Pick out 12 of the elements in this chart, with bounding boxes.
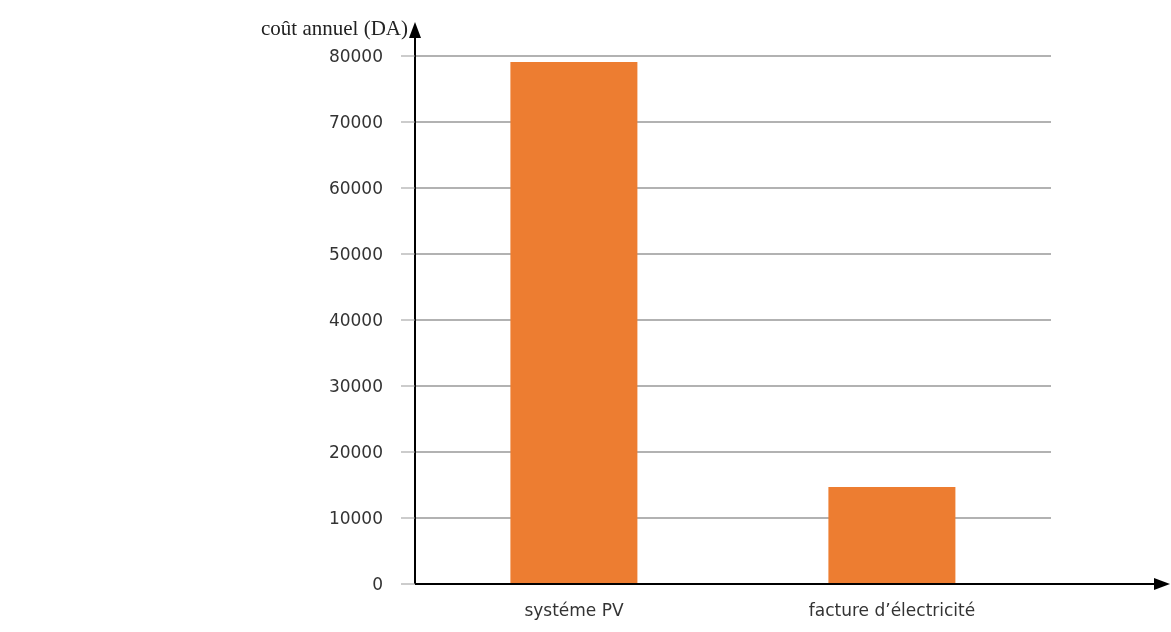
x-tick-label: facture d’électricité: [808, 600, 976, 621]
y-tick-label: 10000: [328, 508, 383, 529]
y-tick-label: 70000: [328, 112, 383, 133]
y-tick-label: 50000: [328, 244, 383, 265]
y-axis-title: coût annuel (DA): [260, 16, 408, 41]
x-tick-label: systéme PV: [524, 600, 624, 621]
y-tick-label: 30000: [328, 376, 383, 397]
y-tick-label: 20000: [328, 442, 383, 463]
y-tick-label: 40000: [328, 310, 383, 331]
y-tick-label: 60000: [328, 178, 383, 199]
y-tick-label: 80000: [328, 46, 383, 67]
y-tick-label: 0: [372, 574, 383, 595]
